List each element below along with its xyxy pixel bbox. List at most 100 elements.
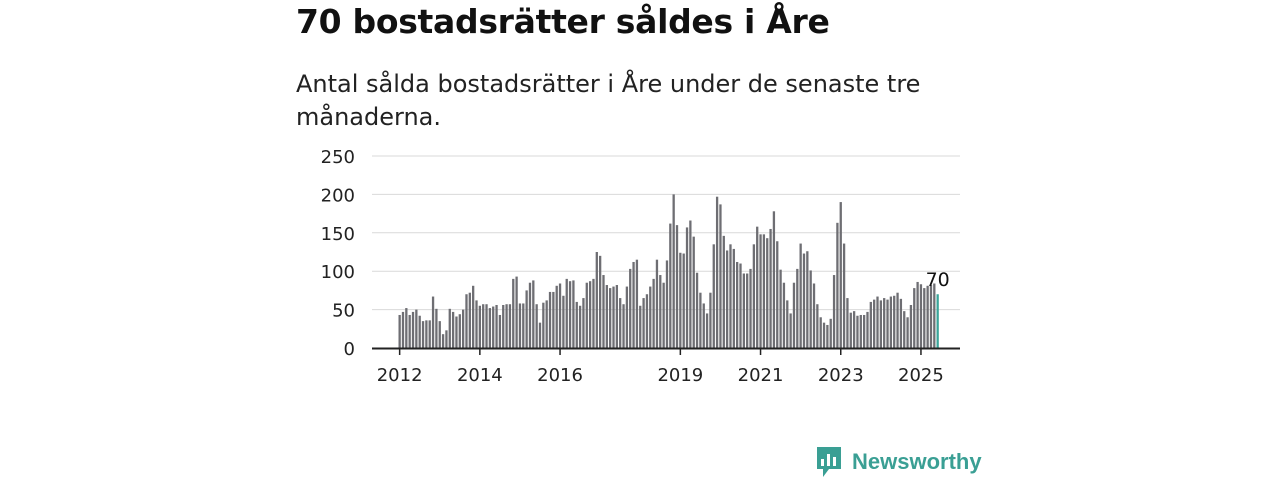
bar [839,202,842,348]
bar [869,301,872,348]
bar [789,313,792,348]
x-tick-label: 2012 [377,365,423,386]
x-tick-label: 2023 [818,365,864,386]
bar [786,300,789,348]
bar [736,261,739,348]
bar [819,317,822,348]
y-axis-ticks: 0 50 100 150 200 250 [321,147,355,360]
bar [876,296,879,348]
bar [552,291,555,348]
bar [515,276,518,348]
bar [752,244,756,348]
bar [421,321,425,348]
bar [605,285,608,348]
bar [542,302,545,348]
bar [562,295,565,348]
bar [662,282,665,348]
bar [859,314,862,348]
bar [909,304,913,348]
bar [873,299,876,348]
bar [461,309,465,348]
bar [722,235,725,348]
bar [913,288,916,348]
bar [759,234,762,348]
y-tick-label: 250 [321,147,355,168]
bar [883,298,886,348]
bar [478,305,481,348]
bar [518,303,522,348]
bar [548,291,552,348]
bar [692,236,695,348]
bar-chart-logo-icon [817,447,841,477]
bar [468,292,471,348]
bar [665,260,669,348]
bar [645,294,649,348]
bar [448,308,451,348]
bar [615,285,619,348]
y-tick-label: 0 [344,339,355,360]
bar [458,314,461,348]
bar [756,226,759,348]
bar [609,288,612,348]
bar [578,305,582,348]
bar [903,311,906,348]
bar [649,286,652,348]
bar [742,273,745,348]
bar [535,304,538,348]
bar [669,223,672,348]
bar [441,334,445,348]
bar-chart: 0 50 100 150 200 250 2012 2014 2016 2019 2021 2023… [321,147,960,386]
bar [739,263,742,348]
bar [685,227,689,348]
bar [488,308,492,348]
chart-title: 70 bostadsrätter såldes i Åre [296,2,830,41]
bar [431,296,435,348]
bar [455,316,458,348]
bar [916,281,919,348]
bar [715,196,719,348]
bar [502,304,505,348]
bar [465,294,468,348]
bar [632,261,635,348]
bar [886,299,889,348]
bar [411,311,415,348]
bar [812,283,816,348]
bars [398,194,939,348]
bar [816,304,819,348]
bar [398,314,401,348]
bar [568,281,572,348]
x-tick-label: 2019 [657,365,703,386]
bar [445,330,448,348]
bar [933,283,936,348]
bar [585,282,588,348]
bar [428,320,431,348]
y-tick-label: 100 [321,262,355,283]
bar [893,295,896,348]
bar [401,311,405,348]
bar [599,255,602,348]
bar [652,278,655,348]
bar [712,244,715,348]
bar [659,275,662,348]
bar [512,278,515,348]
bar [592,278,595,348]
bar [602,275,605,348]
bar [555,285,558,348]
bar [525,290,528,348]
bar [505,304,508,348]
bar [919,284,923,348]
bar [675,225,679,348]
x-axis-ticks: 2012 2014 2016 2019 2021 2023 2025 [377,348,944,386]
bar [709,292,712,348]
bar [672,194,675,348]
bar [729,244,732,348]
bar [425,320,428,348]
bar [809,270,812,348]
bar [475,300,478,348]
bar [532,280,535,348]
bar [438,321,441,348]
bar [682,253,685,348]
bar [826,324,829,348]
bar [695,272,699,348]
bar [679,252,682,348]
